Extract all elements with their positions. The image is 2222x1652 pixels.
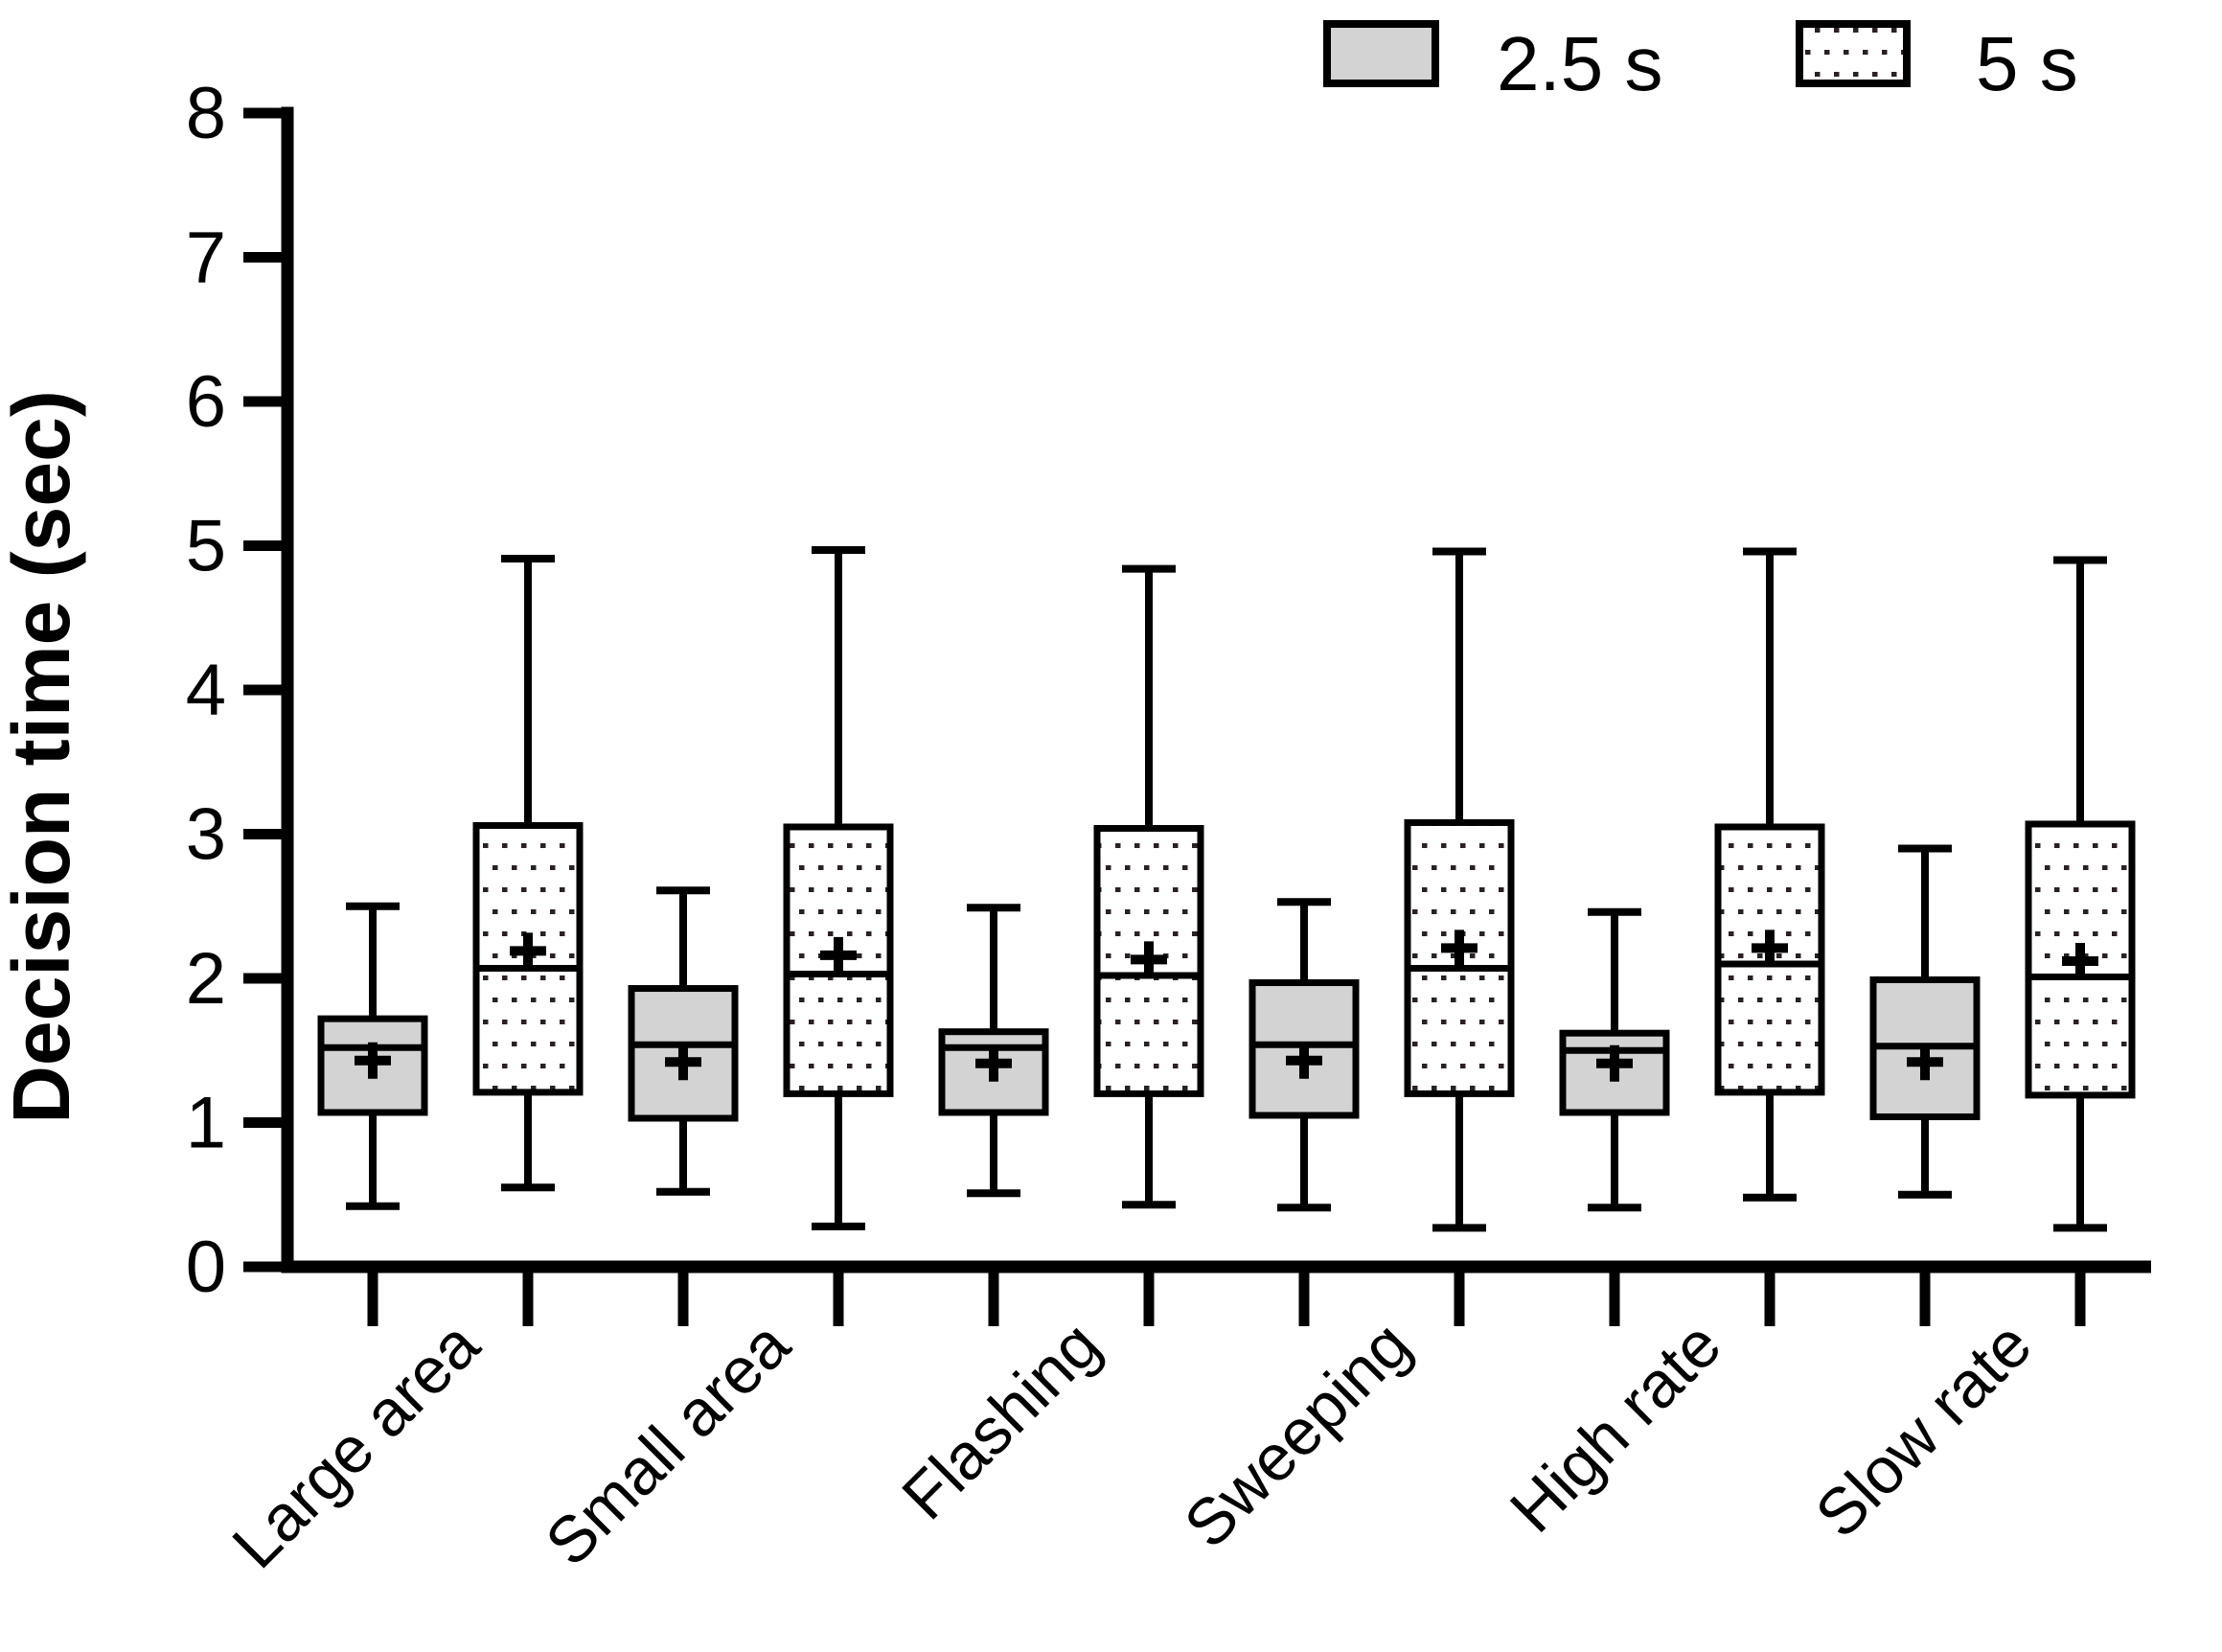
y-tick-label: 2 — [186, 938, 226, 1020]
box-flashing-5s — [1093, 564, 1204, 1209]
x-category-label: Flashing — [888, 1308, 1113, 1533]
box-sweeping-2-5s — [1248, 898, 1360, 1212]
y-tick-label: 0 — [186, 1227, 226, 1308]
box-slow-rate-2-5s — [1869, 844, 1981, 1199]
legend-swatch-dotted — [1796, 20, 1911, 87]
boxes-series-2-5s — [317, 844, 1981, 1212]
box-large-area-2-5s — [317, 902, 428, 1210]
y-axis-ticks: 0 1 2 3 4 5 6 7 8 — [186, 73, 287, 1308]
box-rect — [1248, 979, 1360, 1119]
box-sweeping-5s — [1404, 547, 1515, 1232]
legend-swatch-gray — [1323, 20, 1439, 87]
x-category-label: Slow rate — [1801, 1308, 2045, 1551]
y-tick-label: 7 — [186, 218, 226, 299]
y-tick-label: 3 — [186, 794, 226, 876]
box-rect — [783, 823, 894, 1097]
box-high-rate-5s — [1714, 547, 1825, 1202]
box-large-area-5s — [472, 555, 584, 1192]
boxes-series-5s — [472, 546, 2136, 1232]
y-tick-label: 6 — [186, 361, 226, 443]
x-category-label: Large area — [218, 1308, 493, 1582]
x-category-label: Small area — [532, 1308, 804, 1580]
legend-label-2-5s: 2.5 s — [1497, 21, 1662, 106]
y-tick-label: 8 — [186, 73, 226, 154]
box-rect — [1404, 818, 1515, 1097]
box-slow-rate-5s — [2025, 556, 2136, 1232]
box-flashing-2-5s — [938, 904, 1049, 1198]
box-small-area-2-5s — [628, 886, 739, 1196]
legend: 2.5 s 5 s — [1323, 20, 2078, 106]
box-rect — [472, 821, 584, 1096]
y-tick-label: 1 — [186, 1083, 226, 1164]
y-axis-title: Decision time (sec) — [0, 390, 86, 1124]
x-axis-ticks — [367, 1273, 2086, 1326]
y-tick-label: 5 — [186, 506, 226, 587]
x-category-label: Sweeping — [1171, 1308, 1425, 1562]
legend-label-5s: 5 s — [1976, 21, 2078, 106]
x-category-label: High rate — [1497, 1308, 1735, 1547]
box-high-rate-2-5s — [1559, 907, 1670, 1212]
y-tick-label: 4 — [186, 650, 226, 731]
box-small-area-5s — [783, 546, 894, 1230]
x-axis-labels: Large area Small area Flashing Sweeping High… — [218, 1308, 2045, 1582]
